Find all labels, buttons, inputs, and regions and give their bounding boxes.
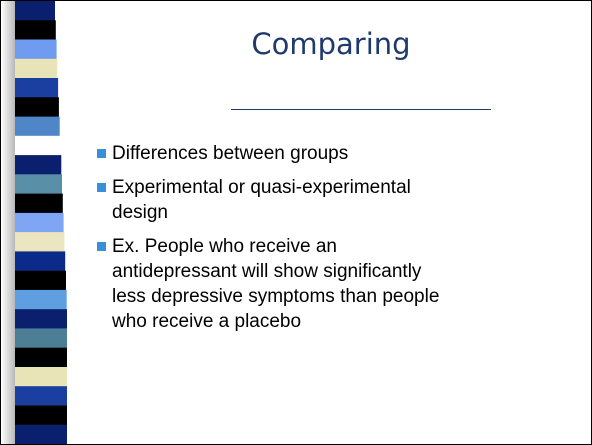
stripe-block (15, 20, 56, 40)
bullet-text: who receive a placebo (112, 309, 577, 334)
stripe-block (15, 174, 62, 194)
bullet-list: Differences between groups Experimental o… (97, 141, 577, 343)
bullet-marker (97, 183, 106, 192)
slide-title: Comparing (71, 27, 591, 61)
stripe-block (15, 328, 67, 348)
stripe-block (15, 425, 67, 444)
stripe-block (15, 117, 60, 137)
bullet-text: design (112, 200, 577, 225)
stripe-block (15, 59, 57, 79)
stripe-block (15, 97, 59, 117)
stripe-block (15, 367, 67, 387)
stripe-block (15, 251, 65, 271)
bullet-marker (97, 149, 106, 158)
bullet-text: Differences between groups (112, 141, 577, 166)
stripe-block (15, 40, 57, 60)
stripe-block (15, 78, 58, 98)
stripe-block (15, 406, 67, 426)
bullet-item: Differences between groups (97, 141, 577, 166)
stripe-block (15, 309, 67, 329)
page: {"slide": {"title": "Comparing", "items"… (0, 0, 592, 445)
decorative-stripe (1, 1, 67, 444)
bullet-text: antidepressant will show significantly (112, 259, 577, 284)
slide: Comparing Differences between groups Expe… (0, 0, 592, 445)
stripe-block (15, 232, 64, 252)
stripe-block (15, 136, 61, 156)
stripe-block (15, 1, 55, 21)
stripe-block (15, 290, 67, 310)
stripe-block (15, 386, 67, 406)
title-rule (231, 109, 491, 110)
stripe-block (15, 213, 64, 233)
stripe-block (15, 271, 66, 291)
bullet-text: Ex. People who receive an (112, 234, 577, 259)
stripe-block (15, 155, 61, 175)
bullet-marker (97, 242, 106, 251)
stripe-block (15, 348, 67, 368)
stripe-block (15, 194, 63, 214)
bullet-text: less depressive symptoms than people (112, 284, 577, 309)
bullet-text: Experimental or quasi-experimental (112, 175, 577, 200)
